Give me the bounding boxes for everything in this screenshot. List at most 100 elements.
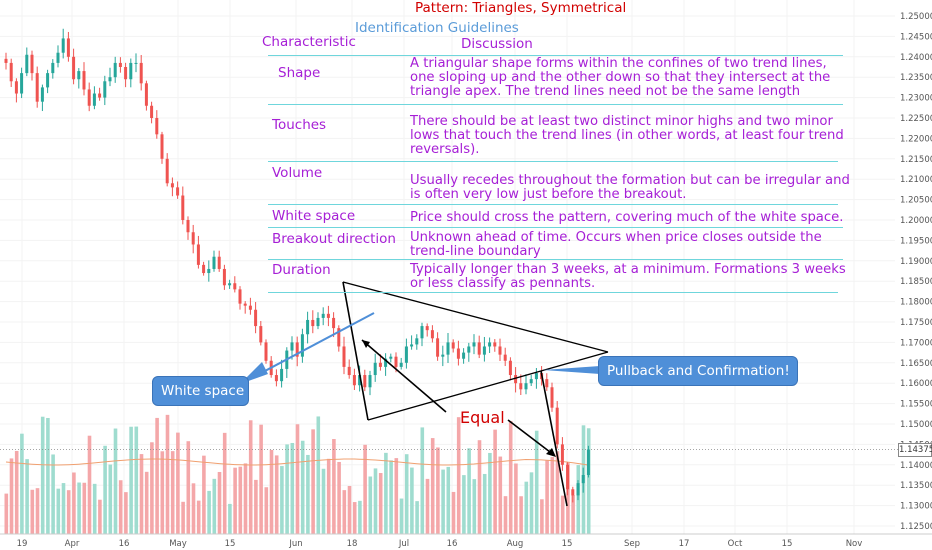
candle-up [40, 87, 44, 102]
volume-bar [508, 420, 513, 534]
candle-up [404, 346, 408, 363]
candle-down [9, 62, 13, 82]
time-tick-label: Aug [507, 539, 524, 549]
volume-bar [389, 460, 393, 534]
volume-bar [176, 432, 180, 534]
arrowhead [362, 340, 370, 348]
volume-bar [560, 495, 565, 534]
candle-down [274, 375, 278, 382]
candle-up [399, 362, 403, 367]
candle-down [519, 383, 523, 390]
candle-up [373, 362, 377, 376]
candle-down [503, 354, 507, 361]
table-divider [268, 161, 838, 162]
volume-bar [243, 463, 248, 534]
volume-bar [217, 471, 222, 534]
price-tick-label: 1.15500 [900, 400, 932, 410]
volume-bar [529, 472, 534, 534]
price-tick-label: 1.13000 [900, 502, 932, 512]
candle-up [358, 375, 362, 386]
price-tick-label: 1.24500 [900, 32, 932, 42]
candle-down [259, 326, 263, 343]
candle-up [420, 326, 424, 339]
arrowhead [546, 448, 556, 457]
volume-bar [404, 454, 409, 534]
candle-up [446, 342, 450, 355]
volume-bar [550, 457, 555, 534]
volume-bar [165, 414, 170, 534]
volume-bar [113, 428, 118, 534]
volume-bar [482, 473, 487, 534]
price-tick-label: 1.23500 [900, 73, 932, 83]
table-divider [268, 55, 843, 56]
volume-bar [555, 451, 560, 534]
candle-down [118, 62, 122, 67]
candle-up [290, 342, 294, 351]
time-tick-label: 18 [347, 539, 358, 549]
candle-down [560, 444, 564, 465]
candle-down [326, 313, 330, 318]
candle-up [472, 342, 476, 347]
candle-up [280, 368, 284, 382]
candle-up [20, 73, 24, 94]
time-tick-label: 19 [17, 539, 28, 549]
volume-bar [181, 501, 185, 534]
table-divider [268, 292, 838, 293]
volume-bar [586, 428, 591, 534]
candle-up [56, 52, 60, 63]
header-discussion: Discussion [461, 36, 533, 52]
volume-bar [368, 476, 373, 534]
price-tick-label: 1.24000 [900, 53, 932, 63]
candle-up [207, 268, 211, 274]
candle-up [306, 319, 310, 335]
volume-bar [399, 498, 404, 534]
time-tick-label: Apr [65, 539, 80, 549]
candle-down [14, 81, 18, 94]
candle-down [181, 195, 185, 220]
volume-bar [9, 458, 14, 534]
candle-up [25, 54, 29, 74]
price-tick-label: 1.25000 [900, 12, 932, 22]
candle-up [581, 475, 585, 484]
price-tick-label: 1.22500 [900, 114, 932, 124]
volume-bar [446, 466, 451, 534]
candle-down [124, 67, 128, 80]
table-divider [268, 104, 843, 105]
candle-down [186, 220, 190, 233]
white-space-pointer-line [247, 312, 375, 381]
time-tick-label: Jul [398, 539, 409, 549]
volume-bar [66, 490, 71, 534]
volume-bar [295, 424, 300, 534]
volume-bar [285, 444, 289, 534]
candle-down [254, 309, 258, 327]
candle-down [155, 118, 159, 135]
time-tick-label: 16 [119, 539, 130, 549]
volume-bar [98, 499, 102, 534]
candle-down [98, 93, 102, 98]
candle-up [300, 334, 304, 357]
volume-bar [352, 502, 357, 534]
candle-up [482, 346, 486, 355]
candle-down [35, 73, 39, 102]
white-space-callout: White space [152, 376, 249, 406]
candle-up [103, 81, 107, 98]
volume-moving-average [5, 458, 589, 466]
candle-up [529, 379, 533, 384]
volume-bar [233, 467, 237, 534]
volume-bar [61, 483, 66, 534]
volume-bar [20, 433, 24, 534]
candle-down [222, 268, 226, 286]
time-tick-label: 15 [225, 539, 236, 549]
candle-up [488, 342, 492, 347]
volume-bar [467, 448, 471, 534]
volume-bar [155, 417, 159, 534]
candle-down [332, 317, 336, 329]
row-name-volume: Volume [272, 165, 323, 181]
candle-up [534, 373, 538, 380]
price-tick-label: 1.23000 [900, 94, 932, 104]
candle-up [51, 62, 55, 74]
candle-down [347, 366, 351, 376]
candle-up [77, 71, 81, 80]
volume-bar [321, 468, 326, 534]
